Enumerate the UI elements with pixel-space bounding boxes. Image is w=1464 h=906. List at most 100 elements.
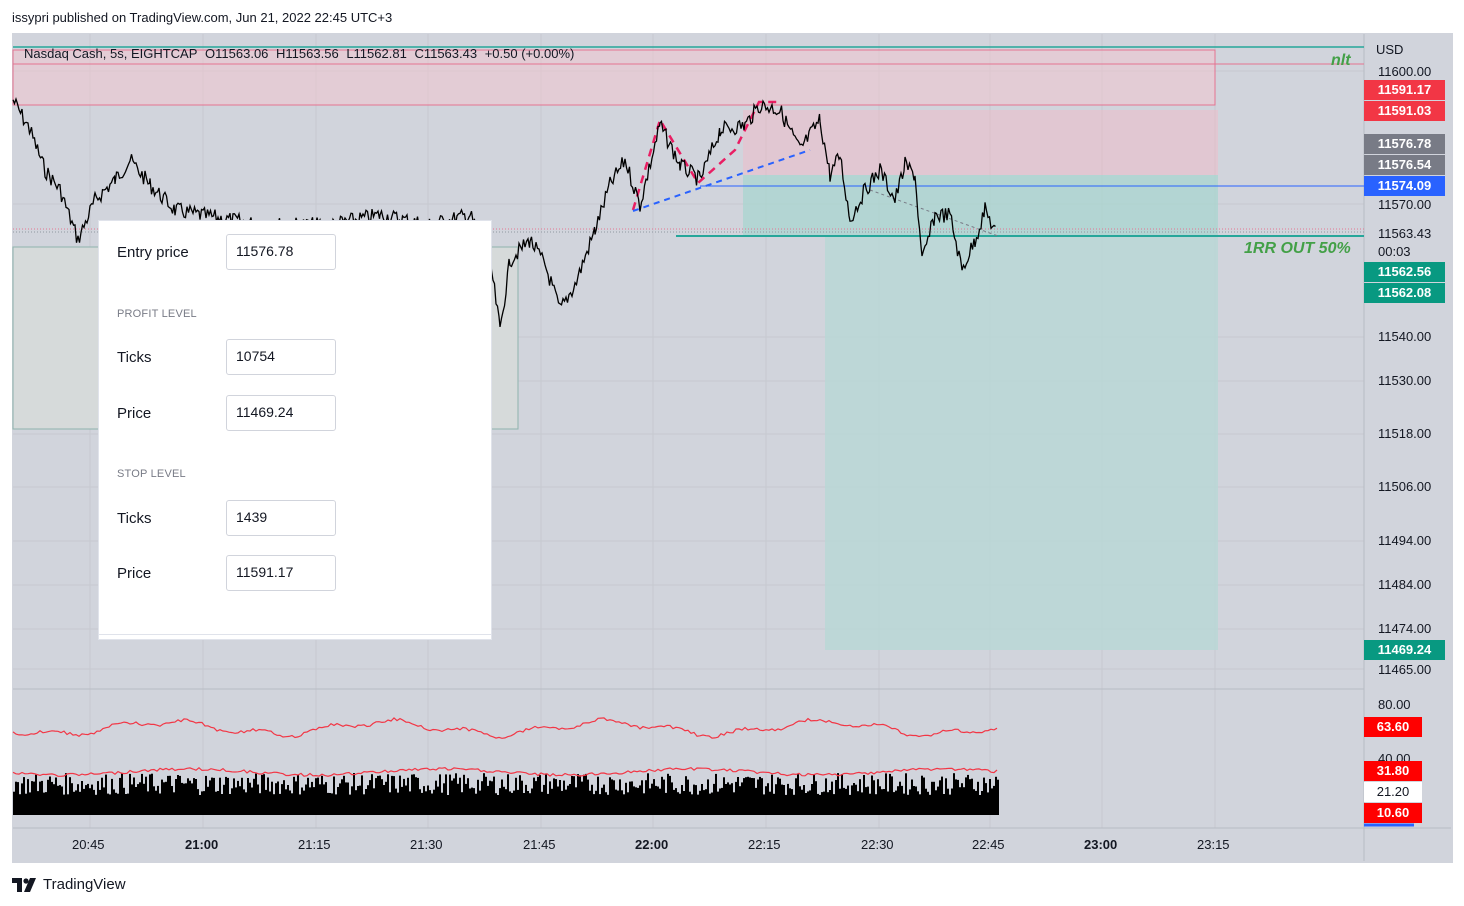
volume-bar — [447, 795, 449, 815]
symbol-legend[interactable]: Nasdaq Cash, 5s, EIGHTCAP O11563.06 H115… — [24, 46, 578, 61]
volume-bar — [117, 793, 119, 815]
volume-bar — [833, 794, 835, 815]
volume-bar — [917, 791, 919, 815]
indicator-badge: 21.20 — [1364, 782, 1422, 802]
tradingview-logo[interactable]: TradingView — [12, 876, 126, 893]
volume-bar — [677, 792, 679, 815]
volume-bar — [579, 775, 581, 815]
volume-bar — [377, 775, 379, 815]
volume-bar — [849, 794, 851, 815]
annotation-1rr[interactable]: 1RR OUT 50% — [1244, 240, 1351, 257]
price-badge: 11576.78 — [1364, 134, 1445, 154]
volume-bar — [661, 776, 663, 815]
entry-price-label: Entry price — [117, 244, 189, 261]
volume-bar — [269, 791, 271, 815]
volume-bar — [625, 782, 627, 815]
volume-bar — [337, 787, 339, 815]
volume-bar — [723, 777, 725, 815]
volume-bar — [301, 787, 303, 815]
profit-price-input[interactable]: 11469.24 — [226, 395, 336, 431]
volume-bar — [75, 790, 77, 815]
price-axis-label: 11465.00 — [1378, 662, 1432, 677]
volume-bar — [747, 776, 749, 815]
volume-bar — [797, 774, 799, 815]
volume-bar — [29, 792, 31, 815]
volume-bar — [665, 792, 667, 815]
volume-bar — [181, 782, 183, 815]
volume-bar — [421, 792, 423, 815]
volume-bar — [203, 791, 205, 815]
volume-bar — [829, 790, 831, 815]
indicator-line-lower — [12, 766, 998, 777]
stop-ticks-input[interactable]: 1439 — [226, 500, 336, 536]
volume-bar — [191, 783, 193, 815]
volume-bar — [13, 791, 15, 815]
target-zone[interactable] — [825, 237, 1218, 650]
volume-bar — [405, 785, 407, 815]
price-badge: 11562.56 — [1364, 262, 1445, 282]
volume-bar — [401, 786, 403, 815]
currency-label[interactable]: USD — [1376, 42, 1404, 57]
volume-bar — [499, 788, 501, 815]
volume-bar — [429, 790, 431, 815]
volume-bar — [381, 779, 383, 815]
volume-bar — [483, 773, 485, 815]
volume-bar — [739, 786, 741, 815]
volume-bar — [527, 791, 529, 815]
volume-bar — [25, 793, 27, 815]
volume-bar — [651, 783, 653, 815]
indicator-badge: 31.80 — [1364, 761, 1422, 781]
volume-bar — [501, 779, 503, 815]
volume-bar — [177, 775, 179, 815]
volume-bar — [889, 773, 891, 815]
volume-bar — [285, 789, 287, 815]
volume-bar — [771, 774, 773, 815]
stop-price-input[interactable]: 11591.17 — [226, 555, 336, 591]
price-badge: 11574.09 — [1364, 176, 1445, 196]
volume-bar — [103, 787, 105, 815]
volume-bar — [993, 785, 995, 815]
time-axis-label: 21:45 — [523, 837, 556, 852]
volume-bar — [227, 777, 229, 815]
volume-bar — [725, 784, 727, 815]
profit-ticks-label: Ticks — [117, 349, 152, 366]
volume-bar — [795, 778, 797, 815]
volume-bar — [347, 782, 349, 815]
volume-bar — [929, 794, 931, 815]
volume-bar — [397, 792, 399, 815]
volume-bar — [357, 786, 359, 815]
entry-price-input[interactable]: 11576.78 — [226, 234, 336, 270]
price-axis-label: 11570.00 — [1378, 197, 1432, 212]
volume-bar — [275, 783, 277, 815]
volume-bar — [379, 775, 381, 815]
volume-bar — [371, 774, 373, 815]
target-zone-upper[interactable] — [743, 175, 1218, 237]
volume-bar — [497, 795, 499, 815]
volume-bar — [791, 789, 793, 815]
volume-bar — [55, 777, 57, 815]
trend-line[interactable] — [632, 149, 811, 212]
volume-bar — [473, 788, 475, 815]
publisher-line: issypri published on TradingView.com, Ju… — [12, 10, 393, 25]
stop-zone[interactable] — [743, 110, 1218, 175]
volume-bar — [59, 785, 61, 815]
volume-bar — [913, 786, 915, 815]
volume-bar — [809, 790, 811, 815]
volume-bar — [773, 793, 775, 815]
volume-bar — [653, 779, 655, 815]
volume-bar — [491, 781, 493, 815]
volume-bar — [235, 787, 237, 815]
price-badge: 11469.24 — [1364, 640, 1445, 660]
profit-ticks-input[interactable]: 10754 — [226, 339, 336, 375]
volume-bar — [129, 773, 131, 815]
volume-bar — [585, 773, 587, 815]
volume-bar — [461, 792, 463, 815]
volume-bar — [173, 792, 175, 815]
pattern-zigzag[interactable] — [631, 100, 778, 211]
volume-bar — [867, 786, 869, 815]
volume-bar — [949, 794, 951, 815]
volume-bar — [607, 794, 609, 815]
annotation-nlt[interactable]: nlt — [1331, 52, 1351, 69]
volume-bar — [851, 785, 853, 815]
supply-zone[interactable] — [12, 49, 1216, 106]
